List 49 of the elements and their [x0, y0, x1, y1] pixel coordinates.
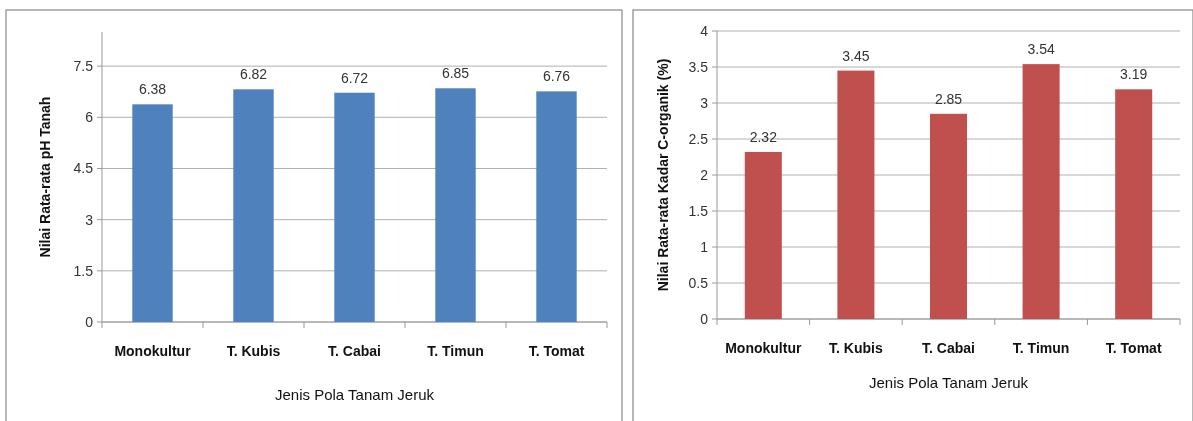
- x-tick-label: T. Tomat: [528, 343, 585, 359]
- x-tick-label: T. Kubis: [226, 343, 281, 359]
- bar: [1022, 64, 1060, 319]
- data-label: 6.82: [239, 66, 268, 83]
- bar: [1115, 89, 1153, 319]
- y-tick-label: 0: [85, 313, 94, 330]
- x-tick-label: T. Timun: [1012, 340, 1070, 356]
- y-tick-label: 2: [700, 166, 709, 183]
- y-tick-label: 1.5: [73, 262, 94, 279]
- y-tick-label: 4.5: [73, 160, 94, 177]
- y-tick-label: 1.5: [688, 202, 709, 219]
- x-tick-label: T. Kubis: [829, 340, 883, 356]
- y-tick-label: 7.5: [73, 58, 94, 75]
- y-tick-label: 3.5: [688, 58, 709, 75]
- y-axis-title: Nilai Rata-rata pH Tanah: [37, 96, 53, 258]
- data-label: 6.72: [340, 69, 369, 86]
- data-label: 3.19: [1120, 66, 1148, 83]
- data-label: 3.54: [1027, 41, 1055, 58]
- y-tick-label: 6: [85, 109, 94, 126]
- y-tick-label: 3: [85, 211, 94, 228]
- x-axis-title: Jenis Pola Tanam Jeruk: [275, 386, 435, 403]
- x-tick-label: T. Cabai: [922, 340, 975, 356]
- bar: [233, 89, 274, 322]
- bar: [929, 113, 968, 319]
- data-label: 6.85: [441, 65, 470, 82]
- x-tick-label: Monokultur: [114, 343, 192, 359]
- data-label: 2.85: [934, 90, 963, 107]
- data-label: 3.45: [842, 47, 870, 64]
- y-tick-label: 0.5: [688, 274, 709, 291]
- bar: [435, 88, 476, 322]
- x-tick-label: T. Timun: [427, 343, 484, 359]
- bar: [132, 104, 173, 322]
- data-label: 6.76: [542, 68, 571, 85]
- x-axis-title: Jenis Pola Tanam Jeruk: [869, 374, 1029, 391]
- y-tick-label: 2.5: [688, 130, 709, 147]
- bar: [837, 70, 875, 319]
- data-label: 2.32: [749, 128, 778, 145]
- bar: [744, 151, 782, 319]
- x-tick-label: T. Cabai: [328, 343, 381, 359]
- y-tick-label: 4: [700, 22, 709, 39]
- y-tick-label: 1: [700, 238, 709, 255]
- x-tick-label: T. Tomat: [1105, 340, 1162, 356]
- y-tick-label: 3: [700, 94, 709, 111]
- data-label: 6.38: [138, 81, 167, 98]
- x-tick-label: Monokultur: [725, 340, 802, 356]
- y-tick-label: 0: [700, 310, 709, 327]
- bar: [536, 91, 577, 322]
- bar: [334, 92, 375, 322]
- y-axis-title: Nilai Rata-rata Kadar C-organik (%): [655, 58, 671, 292]
